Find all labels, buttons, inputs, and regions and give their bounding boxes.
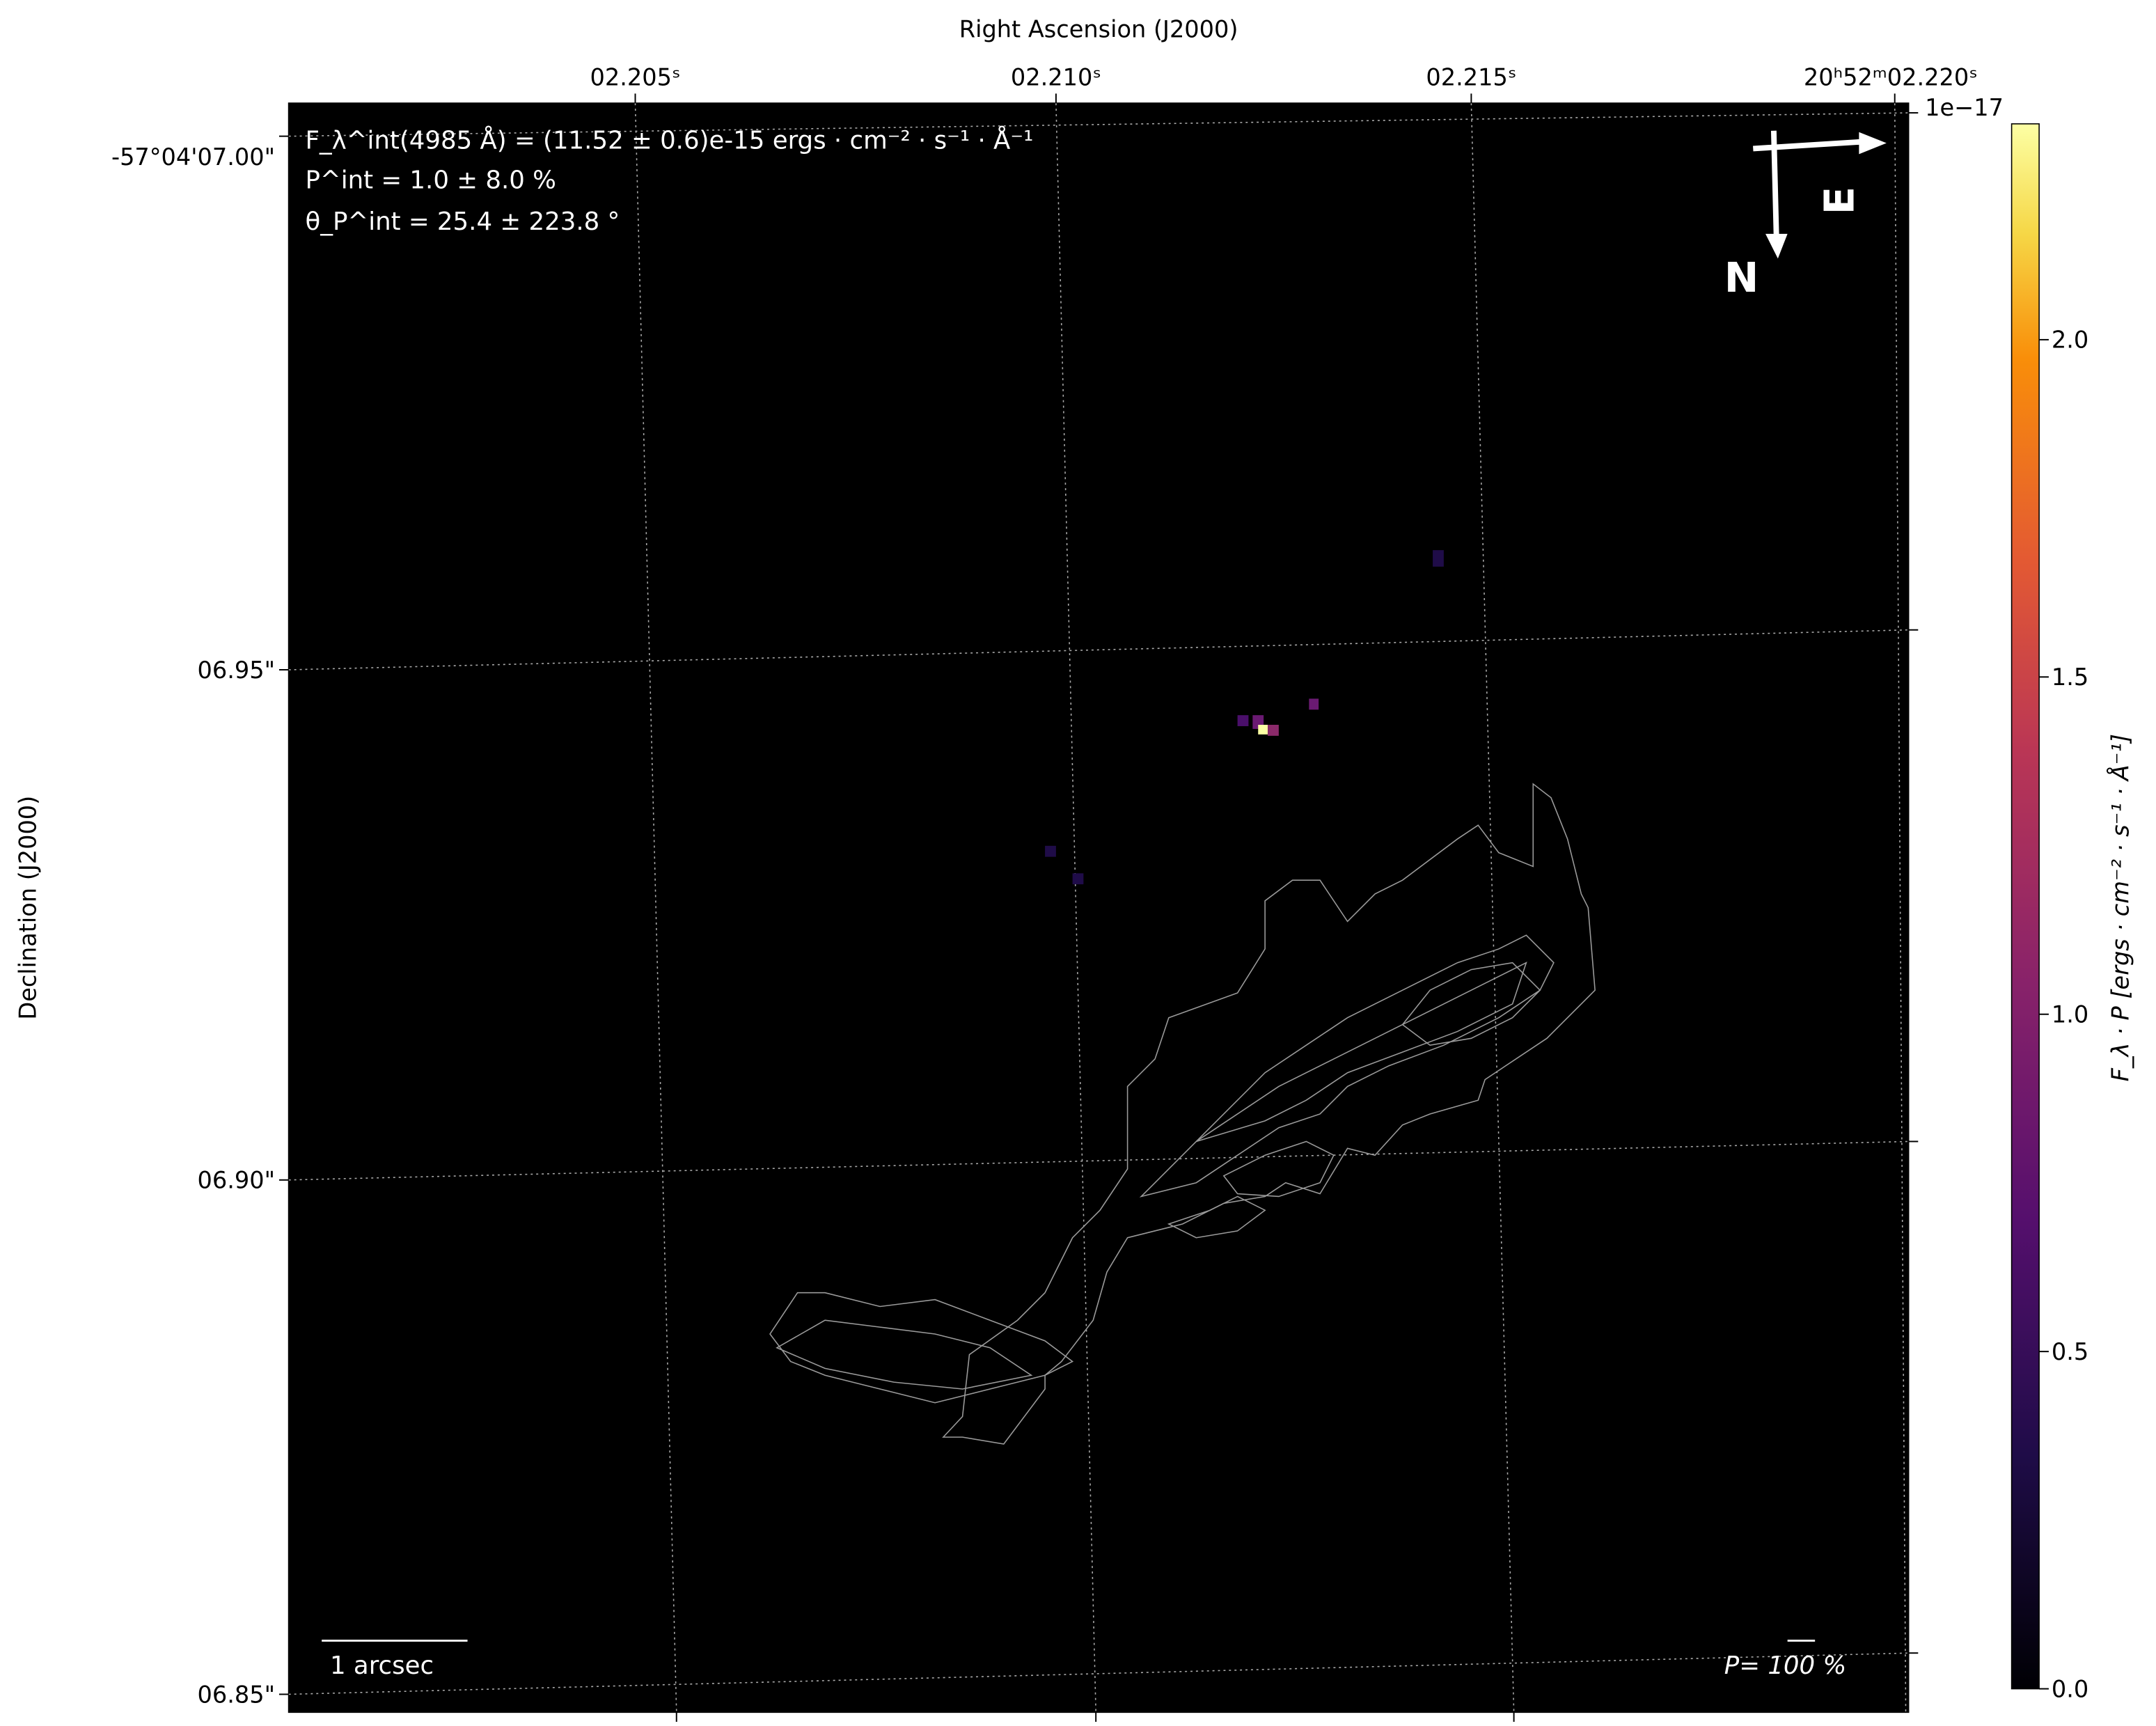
vector-scale-label: P= 100 % bbox=[1724, 1652, 1846, 1680]
y-tick-label: 06.90" bbox=[197, 1167, 275, 1194]
axis-ticks bbox=[278, 93, 1919, 1722]
colorbar-tick-label: 0.5 bbox=[2052, 1338, 2088, 1365]
colorbar bbox=[2011, 123, 2040, 1690]
colorbar-ticks: 0.0 0.5 1.0 1.5 2.0 bbox=[2039, 327, 2088, 1702]
integrated-polarization-angle-text: θ_P^int = 25.4 ± 223.8 ° bbox=[305, 207, 620, 236]
east-label: E bbox=[1815, 187, 1863, 214]
y-axis-label: Declination (J2000) bbox=[14, 796, 41, 1020]
x-tick-label: 02.205ˢ bbox=[590, 64, 681, 91]
coordinate-grid bbox=[288, 103, 1909, 1713]
scale-bar-label: 1 arcsec bbox=[330, 1652, 434, 1680]
intensity-contours bbox=[769, 783, 1596, 1445]
y-tick-label: -57°04'07.00" bbox=[111, 143, 275, 171]
colorbar-tick-label: 2.0 bbox=[2052, 327, 2088, 354]
map-area bbox=[288, 102, 1910, 1713]
polarized-flux-pixels bbox=[1045, 550, 1444, 885]
x-tick-label: 02.215ˢ bbox=[1426, 64, 1516, 91]
x-axis-label: Right Ascension (J2000) bbox=[959, 15, 1238, 42]
integrated-flux-text: F_λ^int(4985 Å) = (11.52 ± 0.6)e-15 ergs… bbox=[305, 125, 1033, 155]
colorbar-tick-label: 0.0 bbox=[2052, 1675, 2088, 1702]
colorbar-offset-text: 1e−17 bbox=[1925, 94, 2004, 121]
colorbar-tick-label: 1.0 bbox=[2052, 1001, 2088, 1028]
x-tick-label: 20ʰ52ᵐ02.220ˢ bbox=[1804, 64, 1978, 91]
x-tick-label: 02.210ˢ bbox=[1011, 64, 1101, 91]
integrated-polarization-degree-text: P^int = 1.0 ± 8.0 % bbox=[305, 166, 556, 195]
y-tick-label: 06.95" bbox=[197, 657, 275, 684]
colorbar-label: F_λ · P [ergs · cm⁻² · s⁻¹ · Å⁻¹] bbox=[2106, 734, 2134, 1081]
y-tick-label: 06.85" bbox=[197, 1681, 275, 1708]
colorbar-tick-label: 1.5 bbox=[2052, 664, 2088, 691]
north-label: N bbox=[1724, 253, 1759, 301]
compass-icon bbox=[1753, 130, 1887, 259]
